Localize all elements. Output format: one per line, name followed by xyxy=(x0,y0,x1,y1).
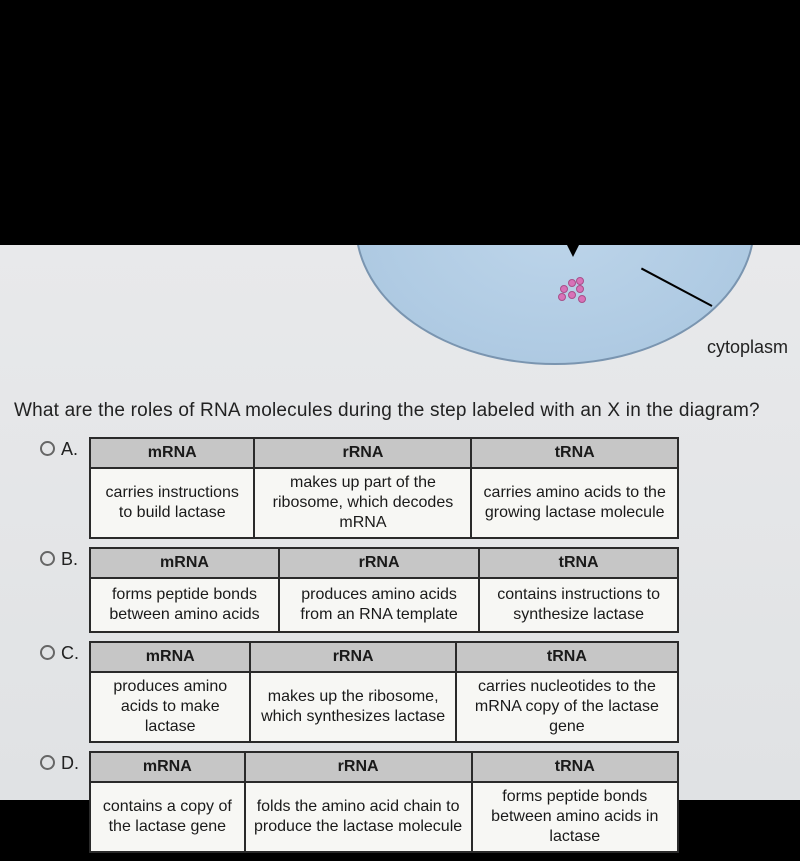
option-b[interactable]: B. mRNA rRNA tRNA forms peptide bonds be… xyxy=(40,547,760,633)
ribosome-cluster xyxy=(558,277,590,307)
radio-c[interactable] xyxy=(40,645,55,660)
cell: folds the amino acid chain to produce th… xyxy=(245,782,472,852)
cell: carries nucleotides to the mRNA copy of … xyxy=(456,672,678,742)
col-mrna: mRNA xyxy=(90,642,250,672)
cell-diagram: cytoplasm xyxy=(0,245,800,380)
option-letter: C. xyxy=(61,643,89,664)
col-mrna: mRNA xyxy=(90,548,279,578)
question-content: cytoplasm What are the roles of RNA mole… xyxy=(0,245,800,800)
option-letter: B. xyxy=(61,549,89,570)
option-a-table: mRNA rRNA tRNA carries instructions to b… xyxy=(89,437,679,539)
arrow-icon xyxy=(566,245,580,257)
cell-outline xyxy=(355,245,755,365)
cell: contains a copy of the lactase gene xyxy=(90,782,245,852)
option-letter: A. xyxy=(61,439,89,460)
option-d[interactable]: D. mRNA rRNA tRNA contains a copy of the… xyxy=(40,751,760,853)
col-mrna: mRNA xyxy=(90,438,254,468)
option-d-table: mRNA rRNA tRNA contains a copy of the la… xyxy=(89,751,679,853)
cell: carries amino acids to the growing lacta… xyxy=(471,468,678,538)
radio-a[interactable] xyxy=(40,441,55,456)
radio-d[interactable] xyxy=(40,755,55,770)
black-top-bar xyxy=(0,0,800,245)
question-text: What are the roles of RNA molecules duri… xyxy=(14,400,760,422)
col-trna: tRNA xyxy=(472,752,678,782)
col-rrna: rRNA xyxy=(245,752,472,782)
col-rrna: rRNA xyxy=(254,438,471,468)
cell: makes up part of the ribosome, which dec… xyxy=(254,468,471,538)
option-a[interactable]: A. mRNA rRNA tRNA carries instructions t… xyxy=(40,437,760,539)
col-trna: tRNA xyxy=(471,438,678,468)
cell: contains instructions to synthesize lact… xyxy=(479,578,678,632)
option-b-table: mRNA rRNA tRNA forms peptide bonds betwe… xyxy=(89,547,679,633)
cell: produces amino acids to make lactase xyxy=(90,672,250,742)
cell: makes up the ribosome, which synthesizes… xyxy=(250,672,455,742)
col-rrna: rRNA xyxy=(250,642,455,672)
radio-b[interactable] xyxy=(40,551,55,566)
option-letter: D. xyxy=(61,753,89,774)
col-mrna: mRNA xyxy=(90,752,245,782)
cell: carries instructions to build lactase xyxy=(90,468,254,538)
cell: produces amino acids from an RNA templat… xyxy=(279,578,479,632)
cytoplasm-label: cytoplasm xyxy=(707,337,788,358)
option-c-table: mRNA rRNA tRNA produces amino acids to m… xyxy=(89,641,679,743)
col-rrna: rRNA xyxy=(279,548,479,578)
cell: forms peptide bonds between amino acids … xyxy=(472,782,678,852)
col-trna: tRNA xyxy=(479,548,678,578)
option-c[interactable]: C. mRNA rRNA tRNA produces amino acids t… xyxy=(40,641,760,743)
col-trna: tRNA xyxy=(456,642,678,672)
cell: forms peptide bonds between amino acids xyxy=(90,578,279,632)
answer-options: A. mRNA rRNA tRNA carries instructions t… xyxy=(40,437,760,861)
